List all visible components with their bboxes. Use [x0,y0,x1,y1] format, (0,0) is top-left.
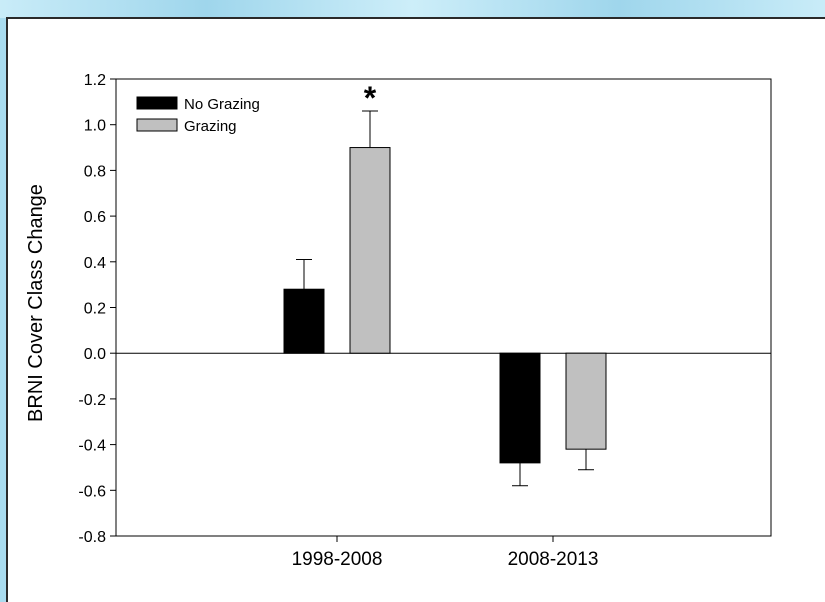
y-tick-label: 0.0 [84,346,106,363]
bars [283,147,607,464]
y-tick-label: 0.6 [84,209,106,226]
y-tick-label: 0.4 [84,255,106,272]
y-tick-label: -0.8 [78,529,106,546]
x-tick-label: 2008-2013 [508,549,599,570]
legend-label: No Grazing [184,96,260,113]
significance-asterisk: * [364,80,377,116]
bar [349,147,391,354]
bar [565,352,607,450]
bar [283,288,325,354]
chart-panel [6,17,825,602]
y-tick-label: -0.6 [78,483,106,500]
legend-swatch [136,118,178,132]
bar [499,352,541,464]
y-tick-label: -0.2 [78,392,106,409]
legend-swatch [136,96,178,110]
legend: No Grazing Grazing [136,96,260,135]
y-tick-label: 0.2 [84,301,106,318]
y-tick-label: 1.0 [84,118,106,135]
y-tick-label: 0.8 [84,163,106,180]
decorative-top-strip [0,0,825,18]
axes: -0.8 -0.6 -0.4 -0.2 0.0 0.2 0.4 0.6 0.8 1.0 1.2 199… [78,72,772,570]
legend-label: Grazing [184,118,237,135]
y-axis-label: BRNI Cover Class Change [25,184,47,422]
y-tick-label: -0.4 [78,438,106,455]
error-bars: * [296,80,594,487]
x-tick-label: 1998-2008 [292,549,383,570]
y-tick-label: 1.2 [84,72,106,89]
plot-frame [115,78,772,537]
